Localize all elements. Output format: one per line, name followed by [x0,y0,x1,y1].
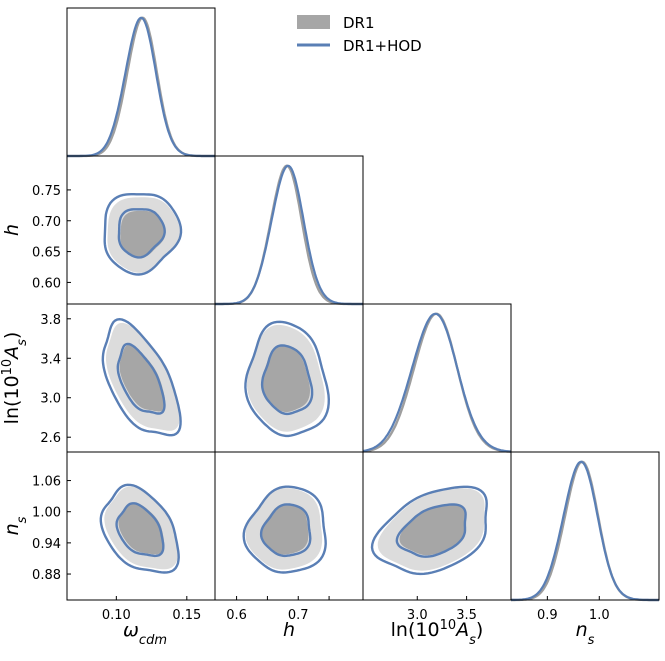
panel-ns-ns: 0.9 1.0 [510,451,660,623]
marginal-curve-dr1-hod-h [215,164,363,306]
panel-h-h [214,155,364,306]
marginal-curve-dr1-ns [511,460,659,602]
panel-frame [362,303,512,453]
contour-68-dr1-hod [117,208,166,259]
ytick-label-ns: 0.88 [32,568,61,583]
ytick-label-h: 0.75 [32,184,61,199]
xtick-label-lnAs: 3.0 [407,608,428,623]
xtick-label-h: 0.6 [226,608,247,623]
xtick-label-lnAs: 3.5 [456,608,477,623]
xlabel-omega-cdm: ωcdm [123,619,167,648]
contour-68-dr1-hod [395,503,467,558]
contour-95-dr1-hod [242,485,327,574]
contour-95-dr1-hod [244,320,331,438]
legend: DR1 DR1+HOD [297,14,422,55]
ytick-label-lnAs: 3.0 [40,392,61,407]
panel-lnAs-lnAs [362,303,512,453]
ylabel-ns: ns [1,516,30,535]
marginal-curve-dr1-hod-lnAs [362,312,512,453]
panel-omega-lnAs: 2.6 3.0 3.4 3.8 [40,303,216,453]
ytick-label-lnAs: 3.4 [40,352,61,367]
panel-omega-ns: 0.88 0.94 1.00 1.06 0.10 0.15 [32,451,216,623]
panel-frame [214,155,364,305]
xtick-label-omega: 0.15 [172,608,201,623]
contour-68-dr1 [260,504,309,555]
xlabel-ln-as: ln(1010As) [391,618,484,648]
panel-h-lnAs [214,303,364,453]
contour-68-dr1-hod [115,502,165,558]
contour-68-dr1-hod [260,344,314,416]
contour-95-dr1-hod [99,483,180,574]
xtick-label-ns: 1.0 [589,608,610,623]
contour-68-dr1 [261,345,310,413]
ytick-label-h: 0.70 [32,215,61,230]
panel-frame [66,7,216,157]
legend-label-dr1: DR1 [343,14,375,32]
contour-68-dr1 [119,344,166,412]
panel-omega-h: 0.60 0.65 0.70 0.75 [32,155,216,305]
xtick-label-h: 0.7 [288,608,309,623]
panel-omega-omega [66,7,216,158]
panel-lnAs-ns: 3.0 3.5 [362,451,512,623]
marginal-curve-dr1-omega [67,16,215,158]
ylabel-ln-as: ln(1010As) [0,332,30,425]
contour-95-dr1-hod [103,193,183,276]
marginal-curve-dr1-h [215,164,363,306]
ytick-label-ns: 0.94 [32,537,61,552]
xtick-label-ns: 0.9 [537,608,558,623]
ytick-label-lnAs: 3.8 [40,313,61,328]
xlabel-h: h [283,619,295,641]
legend-label-dr1-hod: DR1+HOD [343,37,422,55]
xlabel-ns: ns [576,619,595,648]
ytick-label-ns: 1.06 [32,475,61,490]
ytick-label-lnAs: 2.6 [40,431,61,446]
xtick-label-omega: 0.10 [102,608,131,623]
legend-swatch-dr1 [297,15,330,29]
marginal-curve-dr1-hod-omega [67,16,215,158]
ytick-label-ns: 1.00 [32,506,61,521]
marginal-curve-dr1-hod-ns [510,460,659,602]
ylabel-h: h [1,224,23,236]
ytick-label-h: 0.65 [32,246,61,261]
contour-68-dr1-hod [116,342,166,415]
ytick-label-h: 0.60 [32,276,61,291]
panel-h-ns: 0.6 0.7 [214,451,364,623]
marginal-curve-dr1-lnAs [362,312,512,453]
contour-95-dr1-hod [101,317,182,437]
contour-95-dr1-hod [370,485,488,576]
contour-68-dr1-hod [259,503,312,558]
panel-frame [510,451,660,601]
